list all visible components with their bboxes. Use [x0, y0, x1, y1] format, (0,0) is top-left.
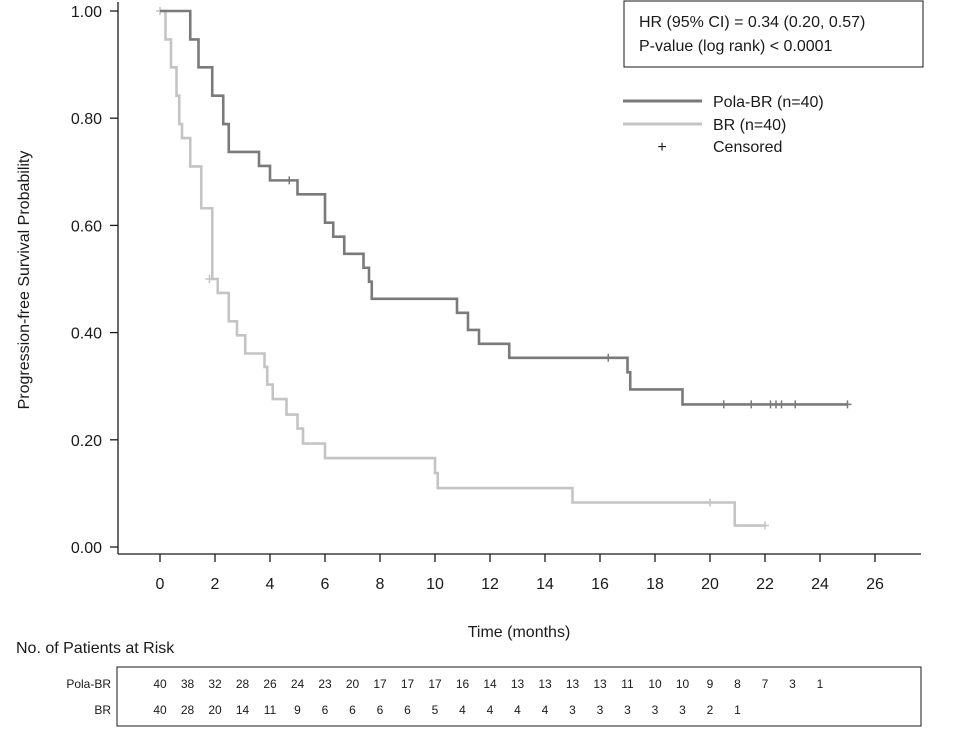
risk-table-title: No. of Patients at Risk [16, 640, 175, 657]
censor-mark-pola-br [285, 176, 294, 185]
risk-value-br: 4 [459, 703, 466, 717]
annotation-pvalue: P-value (log rank) < 0.0001 [639, 38, 833, 55]
risk-value-br: 3 [597, 703, 604, 717]
censor-mark-br [205, 275, 214, 283]
y-tick-label: 0.40 [71, 326, 102, 343]
x-tick-label: 14 [536, 576, 554, 593]
risk-value-pola-br: 24 [291, 677, 305, 691]
risk-value-pola-br: 40 [153, 677, 167, 691]
survival-curves [156, 7, 852, 530]
y-tick-label: 1.00 [71, 4, 102, 21]
risk-value-br: 20 [208, 703, 222, 717]
risk-value-pola-br: 7 [762, 677, 769, 691]
censor-mark-pola-br [747, 400, 756, 409]
risk-table-box [116, 666, 922, 727]
y-tick-label: 0.80 [71, 111, 102, 128]
risk-value-pola-br: 14 [483, 677, 497, 691]
legend: Pola-BR (n=40) BR (n=40) + Censored [623, 94, 824, 156]
risk-row-label-pola-br: Pola-BR [66, 677, 111, 691]
x-tick-label: 18 [646, 576, 664, 593]
censor-mark-pola-br [843, 400, 852, 409]
risk-value-br: 5 [432, 703, 439, 717]
risk-value-pola-br: 13 [511, 677, 525, 691]
series-line-pola-br [160, 9, 848, 406]
x-tick-label: 6 [321, 576, 330, 593]
risk-value-br: 4 [542, 703, 549, 717]
y-tick-label: 0.00 [71, 540, 102, 557]
risk-value-br: 4 [487, 703, 494, 717]
legend-censored-symbol: + [657, 139, 666, 156]
x-tick-label: 20 [701, 576, 719, 593]
risk-value-pola-br: 28 [236, 677, 250, 691]
x-tick-label: 8 [376, 576, 385, 593]
x-tick-label: 4 [266, 576, 275, 593]
risk-value-br: 6 [404, 703, 411, 717]
x-tick-label: 22 [756, 576, 774, 593]
risk-value-pola-br: 13 [566, 677, 580, 691]
x-tick-label: 24 [811, 576, 829, 593]
risk-value-br: 3 [652, 703, 659, 717]
censor-mark-pola-br [791, 400, 800, 409]
legend-label-br: BR (n=40) [713, 117, 786, 134]
censor-mark-pola-br [604, 353, 613, 362]
risk-row-label-br: BR [94, 703, 111, 717]
censor-mark-br [706, 498, 714, 507]
risk-value-br: 6 [322, 703, 329, 717]
legend-label-censored: Censored [713, 139, 782, 156]
axes [117, 2, 921, 555]
risk-value-pola-br: 16 [456, 677, 470, 691]
risk-value-br: 4 [514, 703, 521, 717]
risk-value-pola-br: 10 [648, 677, 662, 691]
censor-mark-pola-br [719, 400, 728, 409]
risk-value-br: 3 [679, 703, 686, 717]
censor-mark-br [761, 521, 769, 530]
risk-value-pola-br: 3 [789, 677, 796, 691]
risk-value-pola-br: 1 [817, 677, 824, 691]
censor-mark-pola-br [777, 400, 786, 409]
risk-value-br: 9 [294, 703, 301, 717]
x-axis-label: Time (months) [468, 624, 571, 641]
risk-value-br: 28 [181, 703, 195, 717]
risk-value-pola-br: 17 [401, 677, 415, 691]
risk-value-pola-br: 32 [208, 677, 222, 691]
risk-value-br: 3 [624, 703, 631, 717]
risk-value-br: 6 [377, 703, 384, 717]
risk-value-pola-br: 17 [428, 677, 442, 691]
risk-value-pola-br: 20 [346, 677, 360, 691]
risk-value-pola-br: 38 [181, 677, 195, 691]
y-tick-label: 0.20 [71, 433, 102, 450]
risk-value-pola-br: 8 [734, 677, 741, 691]
x-tick-label: 16 [591, 576, 609, 593]
x-tick-label: 26 [866, 576, 884, 593]
risk-value-br: 40 [153, 703, 167, 717]
risk-value-br: 11 [264, 703, 277, 717]
risk-value-br: 2 [707, 703, 714, 717]
y-tick-label: 0.60 [71, 218, 102, 235]
risk-value-pola-br: 26 [263, 677, 277, 691]
x-tick-label: 10 [426, 576, 444, 593]
risk-value-br: 14 [236, 703, 250, 717]
risk-value-br: 6 [349, 703, 356, 717]
hr-annotation: HR (95% CI) = 0.34 (0.20, 0.57) P-value … [623, 0, 924, 68]
risk-value-pola-br: 13 [538, 677, 552, 691]
risk-value-pola-br: 10 [676, 677, 690, 691]
legend-label-pola-br: Pola-BR (n=40) [713, 94, 824, 111]
risk-value-pola-br: 23 [318, 677, 332, 691]
series-line-br [160, 9, 765, 527]
x-tick-label: 12 [481, 576, 499, 593]
risk-value-pola-br: 13 [593, 677, 607, 691]
risk-value-pola-br: 17 [373, 677, 387, 691]
annotation-hr: HR (95% CI) = 0.34 (0.20, 0.57) [639, 14, 865, 31]
annotation-box [623, 0, 924, 68]
risk-value-pola-br: 11 [621, 677, 634, 691]
x-tick-label: 0 [156, 576, 165, 593]
y-axis-label: Progression-free Survival Probability [16, 151, 33, 410]
risk-value-br: 1 [734, 703, 741, 717]
risk-value-pola-br: 9 [707, 677, 714, 691]
tick-labels: 0.000.200.400.600.801.000 2 4 6 8 10 12 14 16 18 2… [71, 4, 884, 593]
risk-table-values: 40 38 32 28 26 24 23 20 17 17 17 16 14 13 13 13 13 11 10 10… [153, 677, 823, 717]
risk-value-br: 3 [569, 703, 576, 717]
x-tick-label: 2 [211, 576, 220, 593]
